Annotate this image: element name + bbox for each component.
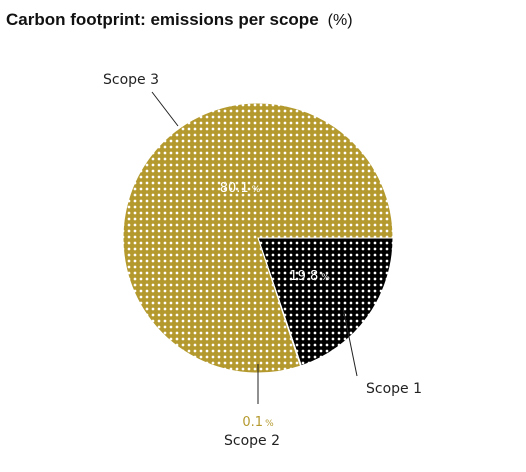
leader-lines <box>151 91 358 404</box>
slice-scope-1 <box>257 237 394 367</box>
slice-labels: 19.8 % Scope 1 0.1 % Scope 2 80.1 % Scope 3 <box>103 72 422 449</box>
pie-slices <box>122 102 394 374</box>
leader-scope-1 <box>342 308 358 377</box>
label-scope-3: Scope 3 <box>103 72 159 88</box>
slice-value-scope-3: 80.1% <box>220 181 261 196</box>
slice-value-scope-1: 19.8% <box>289 269 330 284</box>
chart-title-main: Carbon footprint: emissions per scope <box>6 10 319 29</box>
label-scope-2: Scope 2 <box>224 433 280 449</box>
chart-title: Carbon footprint: emissions per scope (%… <box>6 10 353 29</box>
chart-title-unit: (%) <box>328 12 353 29</box>
label-scope-1: Scope 1 <box>366 381 422 397</box>
slice-value-scope-2: 0.1% <box>242 415 274 430</box>
slice-scope-3 <box>122 102 394 374</box>
leader-scope-3 <box>151 91 179 127</box>
